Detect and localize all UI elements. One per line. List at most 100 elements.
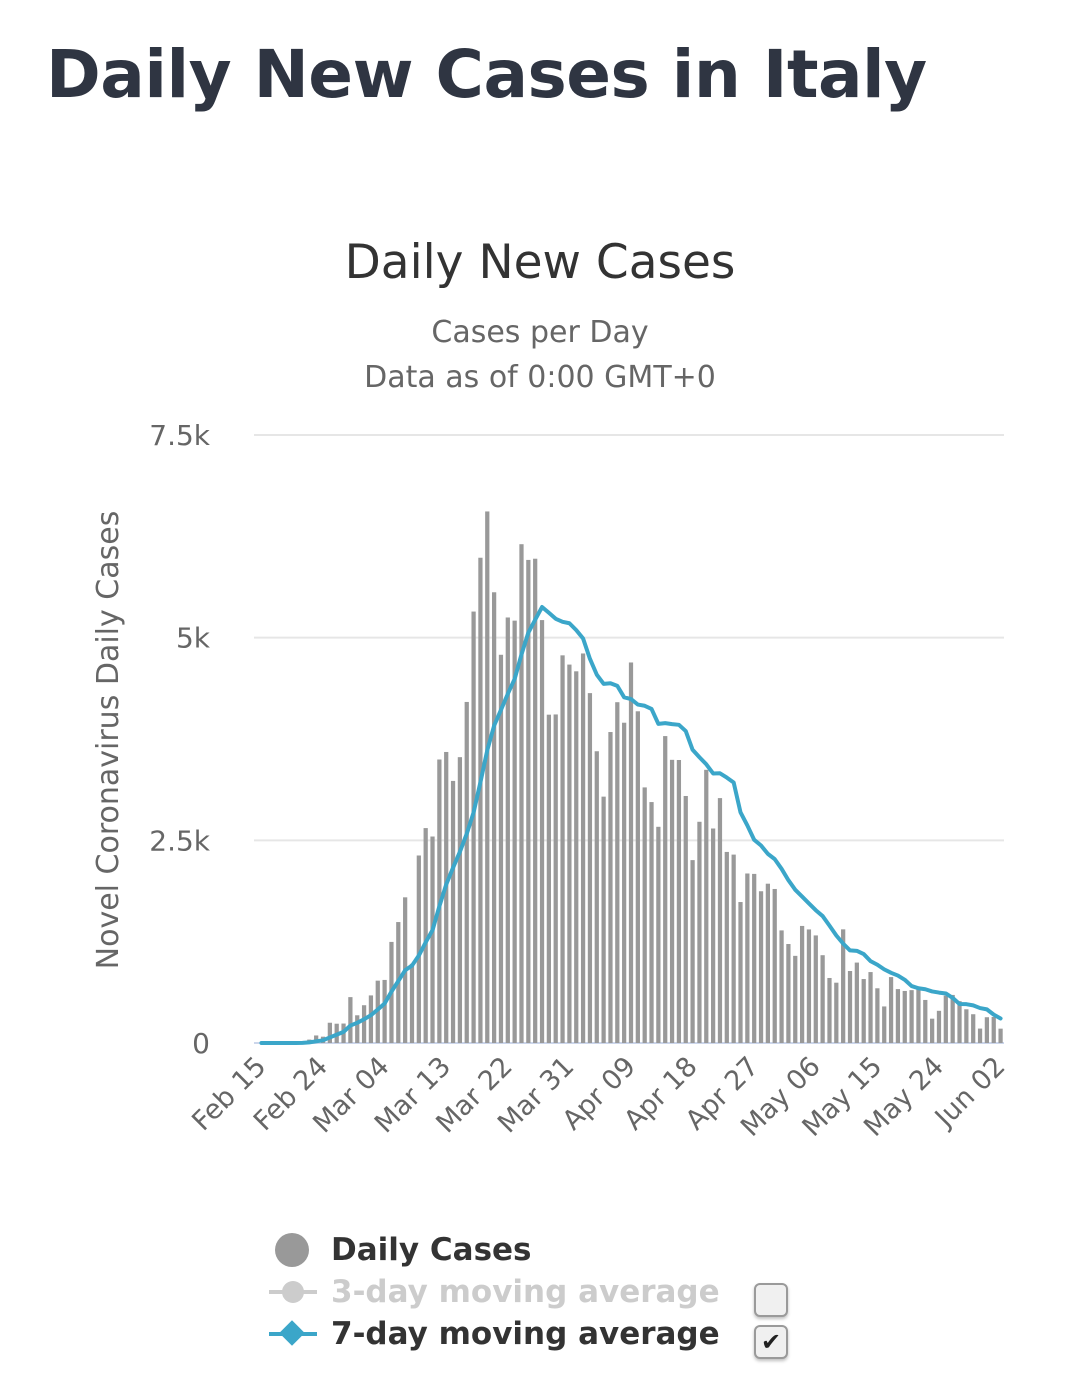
- bar-daily-cases[interactable]: [423, 828, 428, 1043]
- bar-daily-cases[interactable]: [382, 979, 387, 1043]
- bar-daily-cases[interactable]: [471, 611, 476, 1043]
- bar-daily-cases[interactable]: [923, 999, 928, 1043]
- bar-daily-cases[interactable]: [683, 795, 688, 1043]
- bar-daily-cases[interactable]: [984, 1017, 990, 1043]
- bar-daily-cases[interactable]: [416, 855, 421, 1043]
- bar-daily-cases[interactable]: [615, 702, 620, 1043]
- bar-daily-cases[interactable]: [971, 1014, 976, 1043]
- bar-daily-cases[interactable]: [656, 826, 661, 1043]
- legend-item-daily-cases[interactable]: Daily Cases: [265, 1229, 532, 1271]
- legend-item-3-day-average[interactable]: 3-day moving average: [265, 1271, 720, 1313]
- bar-daily-cases[interactable]: [882, 1006, 887, 1043]
- bar-daily-cases[interactable]: [875, 988, 880, 1043]
- bar-daily-cases[interactable]: [526, 559, 531, 1043]
- bar-daily-cases[interactable]: [964, 1009, 969, 1043]
- bar-daily-cases[interactable]: [512, 620, 517, 1043]
- bar-daily-cases[interactable]: [930, 1018, 935, 1043]
- bar-daily-cases[interactable]: [861, 979, 866, 1043]
- bar-daily-cases[interactable]: [464, 701, 469, 1043]
- bar-daily-cases[interactable]: [936, 1010, 942, 1043]
- bar-daily-cases[interactable]: [943, 995, 948, 1043]
- bar-daily-cases[interactable]: [752, 873, 757, 1043]
- bar-daily-cases[interactable]: [608, 732, 613, 1043]
- bar-daily-cases[interactable]: [505, 617, 510, 1043]
- bar-daily-cases[interactable]: [492, 592, 497, 1043]
- bar-daily-cases[interactable]: [478, 557, 483, 1043]
- bar-daily-cases[interactable]: [539, 620, 545, 1043]
- bar-daily-cases[interactable]: [485, 511, 490, 1043]
- bar-daily-cases[interactable]: [580, 653, 586, 1043]
- bar-daily-cases[interactable]: [553, 714, 558, 1043]
- bar-daily-cases[interactable]: [779, 930, 784, 1043]
- bar-daily-cases[interactable]: [430, 836, 435, 1043]
- bar-daily-cases[interactable]: [642, 787, 647, 1043]
- bar-daily-cases[interactable]: [574, 671, 579, 1043]
- bar-daily-cases[interactable]: [772, 888, 777, 1043]
- bar-daily-cases[interactable]: [957, 1001, 962, 1043]
- bar-daily-cases[interactable]: [806, 929, 812, 1043]
- bar-daily-cases[interactable]: [786, 944, 791, 1043]
- bar-daily-cases[interactable]: [834, 982, 839, 1043]
- bar-daily-cases[interactable]: [450, 780, 456, 1043]
- bar-daily-cases[interactable]: [991, 1016, 996, 1043]
- bar-daily-cases[interactable]: [909, 990, 914, 1043]
- bar-daily-cases[interactable]: [998, 1028, 1003, 1043]
- bar-daily-cases[interactable]: [409, 963, 415, 1043]
- bar-daily-cases[interactable]: [841, 929, 846, 1043]
- bar-daily-cases[interactable]: [868, 972, 873, 1043]
- bar-daily-cases[interactable]: [669, 759, 675, 1043]
- bar-daily-cases[interactable]: [622, 722, 627, 1043]
- bar-daily-cases[interactable]: [594, 751, 599, 1043]
- bar-daily-cases[interactable]: [498, 654, 504, 1043]
- bar-daily-cases[interactable]: [793, 955, 798, 1043]
- bar-daily-cases[interactable]: [847, 971, 853, 1043]
- bar-daily-cases[interactable]: [546, 714, 551, 1043]
- bar-daily-cases[interactable]: [704, 769, 709, 1043]
- bar-daily-cases[interactable]: [635, 711, 640, 1043]
- bar-daily-cases[interactable]: [827, 977, 832, 1043]
- checkbox-7-day-average[interactable]: ✔: [754, 1325, 788, 1359]
- bar-daily-cases[interactable]: [314, 1035, 319, 1043]
- bar-daily-cases[interactable]: [348, 997, 353, 1043]
- bar-daily-cases[interactable]: [950, 994, 955, 1043]
- bar-daily-cases[interactable]: [724, 851, 729, 1043]
- bar-daily-cases[interactable]: [361, 1005, 367, 1043]
- bar-daily-cases[interactable]: [457, 757, 463, 1043]
- bar-daily-cases[interactable]: [916, 988, 921, 1043]
- bar-daily-cases[interactable]: [697, 821, 702, 1043]
- bar-daily-cases[interactable]: [813, 935, 818, 1043]
- bar-daily-cases[interactable]: [649, 802, 654, 1043]
- bar-daily-cases[interactable]: [533, 558, 538, 1043]
- bar-daily-cases[interactable]: [854, 962, 859, 1043]
- bar-daily-cases[interactable]: [663, 736, 668, 1043]
- bar-daily-cases[interactable]: [731, 854, 736, 1043]
- bar-daily-cases[interactable]: [690, 860, 695, 1043]
- bar-daily-cases[interactable]: [587, 693, 593, 1043]
- bar-daily-cases[interactable]: [601, 796, 606, 1043]
- bar-daily-cases[interactable]: [820, 955, 825, 1043]
- bar-daily-cases[interactable]: [765, 883, 770, 1043]
- line-7-day-moving-average[interactable]: [259, 605, 1003, 1045]
- bar-daily-cases[interactable]: [902, 990, 907, 1043]
- bar-daily-cases[interactable]: [628, 662, 634, 1043]
- bar-daily-cases[interactable]: [355, 1015, 360, 1043]
- legend-item-7-day-average[interactable]: 7-day moving average: [265, 1313, 720, 1355]
- bar-daily-cases[interactable]: [327, 1022, 332, 1043]
- bar-daily-cases[interactable]: [560, 655, 565, 1043]
- bar-daily-cases[interactable]: [799, 925, 805, 1043]
- bar-daily-cases[interactable]: [977, 1028, 983, 1043]
- bar-daily-cases[interactable]: [676, 760, 682, 1043]
- bar-daily-cases[interactable]: [738, 902, 743, 1043]
- bar-daily-cases[interactable]: [368, 995, 374, 1043]
- y-tick-label: 5k: [176, 622, 211, 655]
- checkbox-3-day-average[interactable]: [754, 1283, 788, 1317]
- bar-daily-cases[interactable]: [567, 664, 572, 1043]
- bar-daily-cases[interactable]: [745, 873, 750, 1043]
- bar-daily-cases[interactable]: [444, 751, 449, 1043]
- bar-daily-cases[interactable]: [895, 989, 901, 1043]
- bar-daily-cases[interactable]: [717, 798, 723, 1043]
- bar-daily-cases[interactable]: [711, 828, 716, 1044]
- bar-daily-cases[interactable]: [519, 544, 524, 1043]
- bar-daily-cases[interactable]: [758, 891, 764, 1043]
- bar-daily-cases[interactable]: [888, 977, 894, 1043]
